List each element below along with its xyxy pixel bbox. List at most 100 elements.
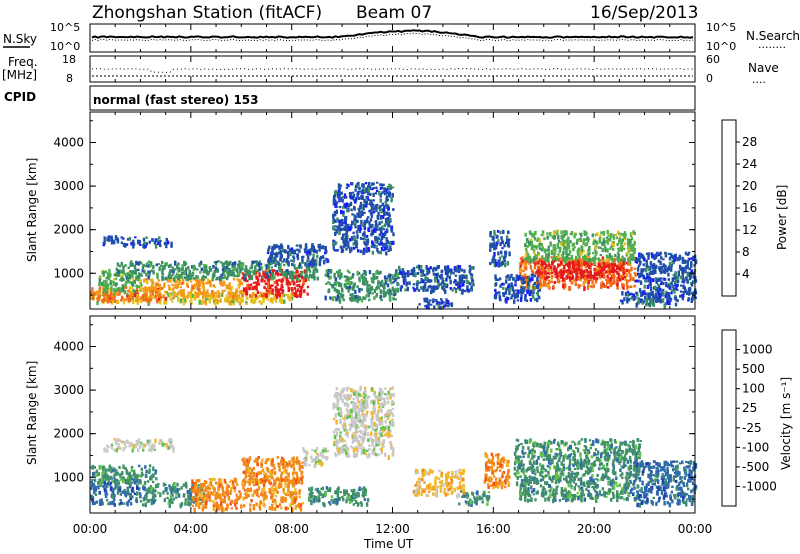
station-title: Zhongshan Station (fitACF) — [92, 3, 322, 23]
heatmap-cell — [110, 443, 114, 446]
heatmap-cell — [449, 279, 452, 285]
heatmap-cell — [275, 294, 279, 299]
heatmap-cell — [602, 240, 606, 244]
heatmap-cell — [666, 299, 669, 305]
heatmap-cell — [104, 470, 108, 473]
heatmap-cell — [376, 276, 379, 280]
heatmap-cell — [679, 267, 682, 271]
heatmap-cell — [232, 301, 235, 306]
heatmap-cell — [97, 298, 100, 302]
heatmap-cell — [675, 283, 679, 287]
heatmap-cell — [119, 493, 123, 496]
heatmap-cell — [670, 289, 674, 293]
heatmap-cell — [632, 230, 635, 233]
heatmap-cell — [255, 490, 258, 495]
heatmap-cell — [384, 192, 387, 196]
heatmap-cell — [252, 281, 256, 284]
heatmap-cell — [255, 502, 258, 507]
heatmap-cell — [125, 470, 129, 475]
heatmap-cell — [281, 456, 284, 461]
heatmap-cell — [153, 294, 156, 300]
heatmap-cell — [116, 238, 120, 244]
heatmap-cell — [256, 290, 260, 294]
heatmap-cell — [262, 272, 266, 277]
heatmap-cell — [599, 285, 603, 290]
heatmap-cell — [118, 438, 121, 443]
heatmap-cell — [185, 268, 188, 271]
heatmap-cell — [266, 274, 270, 279]
heatmap-cell — [526, 245, 529, 248]
heatmap-cell — [616, 230, 620, 234]
heatmap-cell — [262, 298, 265, 303]
heatmap-cell — [667, 272, 670, 277]
heatmap-cell — [539, 279, 542, 283]
heatmap-cell — [611, 248, 615, 251]
heatmap-cell — [356, 295, 360, 298]
heatmap-cell — [679, 294, 682, 298]
heatmap-cell — [379, 199, 382, 203]
heatmap-cell — [341, 293, 345, 298]
heatmap-cell — [611, 257, 614, 261]
heatmap-cell — [356, 185, 360, 189]
heatmap-cell — [507, 285, 510, 289]
heatmap-cell — [402, 280, 406, 285]
heatmap-cell — [287, 286, 290, 290]
heatmap-cell — [645, 252, 649, 256]
heatmap-cell — [267, 285, 270, 291]
heatmap-cell — [123, 442, 126, 446]
heatmap-cell — [515, 292, 518, 296]
heatmap-cell — [214, 295, 217, 298]
heatmap-cell — [416, 280, 419, 285]
heatmap-cell — [350, 208, 353, 212]
heatmap-cell — [140, 283, 143, 287]
heatmap-cell — [119, 490, 122, 493]
heatmap-cell — [547, 248, 550, 251]
heatmap-cell — [620, 246, 624, 249]
heatmap-cell — [580, 268, 583, 272]
heatmap-cell — [501, 240, 505, 244]
heatmap-cell — [198, 288, 201, 291]
heatmap-cell — [193, 488, 196, 492]
heatmap-cell — [346, 275, 349, 280]
heatmap-cell — [334, 241, 338, 245]
heatmap-cell — [377, 251, 380, 254]
heatmap-cell — [113, 278, 116, 281]
heatmap-cell — [687, 251, 691, 255]
heatmap-cell — [129, 502, 133, 506]
heatmap-cell — [583, 238, 586, 242]
heatmap-cell — [570, 281, 573, 285]
heatmap-cell — [151, 281, 155, 285]
heatmap-cell — [494, 274, 497, 280]
heatmap-cell — [641, 269, 645, 273]
heatmap-cell — [291, 280, 294, 283]
heatmap-cell — [648, 275, 651, 281]
heatmap-cell — [99, 276, 102, 281]
heatmap-cell — [298, 262, 302, 267]
heatmap-cell — [642, 300, 646, 304]
heatmap-cell — [340, 191, 343, 195]
heatmap-cell — [585, 242, 589, 246]
heatmap-cell — [121, 284, 124, 289]
heatmap-cell — [493, 252, 496, 257]
heatmap-cell — [132, 269, 135, 274]
heatmap-cell — [304, 262, 307, 267]
heatmap-cell — [350, 224, 353, 229]
heatmap-cell — [584, 278, 587, 284]
heatmap-cell — [455, 280, 458, 286]
heatmap-cell — [420, 265, 423, 269]
heatmap-cell — [239, 263, 243, 268]
heatmap-cell — [216, 268, 219, 273]
heatmap-cell — [647, 278, 650, 283]
heatmap-cell — [307, 276, 310, 281]
heatmap-cell — [143, 499, 146, 502]
heatmap-cell — [142, 263, 145, 267]
heatmap-cell — [131, 297, 134, 302]
heatmap-cell — [359, 249, 363, 254]
heatmap-cell — [212, 284, 215, 288]
heatmap-cell — [176, 482, 179, 487]
heatmap-cell — [499, 299, 502, 302]
heatmap-cell — [329, 296, 332, 300]
heatmap-cell — [601, 256, 605, 261]
heatmap-cell — [684, 251, 688, 256]
heatmap-cell — [461, 274, 464, 280]
